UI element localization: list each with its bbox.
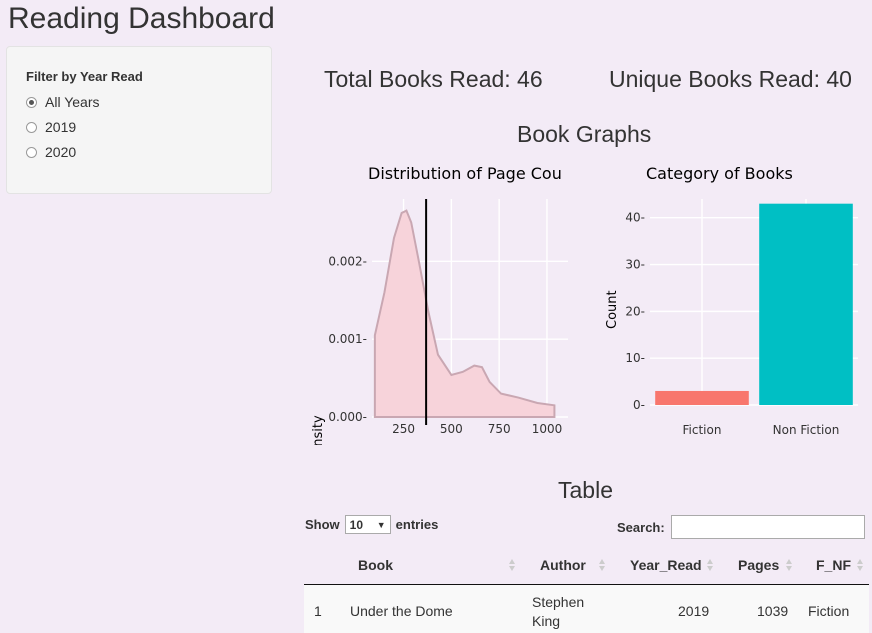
entries-select[interactable]: 10 ▼	[344, 515, 391, 534]
column-header-f-nf[interactable]: F_NF	[816, 557, 851, 573]
y-tick-label: 30-	[625, 258, 645, 272]
cell-author: Stephen King	[532, 594, 585, 629]
chevron-down-icon: ▼	[376, 519, 386, 530]
sort-icon[interactable]	[857, 557, 864, 573]
sort-icon[interactable]	[509, 557, 516, 573]
x-tick-label: 250	[392, 422, 415, 436]
x-tick-label: 1000	[532, 422, 563, 436]
radio-label: All Years	[45, 94, 100, 110]
x-tick-label: 750	[488, 422, 511, 436]
sort-icon[interactable]	[599, 557, 606, 573]
y-tick-label: 0.002-	[328, 254, 367, 268]
density-chart: Distribution of Page Cou density 250 500 7…	[311, 164, 568, 445]
radio-2019[interactable]: 2019	[26, 119, 76, 135]
unique-books-stat: Unique Books Read: 40	[609, 66, 852, 92]
search-input[interactable]	[670, 515, 865, 539]
entries-label: entries	[395, 517, 439, 532]
cell-f-nf: Fiction	[808, 603, 850, 619]
book-graphs-heading: Book Graphs	[517, 121, 652, 147]
y-tick-label: 40-	[625, 211, 645, 225]
data-table: Book Author Year_Read Pages F_NF 1 Under…	[304, 548, 869, 633]
x-tick-label: Non Fiction	[773, 423, 840, 437]
y-tick-label: 0.001-	[328, 332, 367, 346]
total-books-stat: Total Books Read: 46	[324, 66, 543, 92]
y-axis-label: density	[311, 415, 326, 445]
y-tick-label: 0-	[633, 398, 645, 412]
table-row[interactable]: 1 Under the Dome Stephen King 2019 1039 …	[304, 585, 869, 633]
bar	[759, 203, 853, 405]
column-header-pages[interactable]: Pages	[738, 557, 780, 573]
search-label: Search:	[617, 519, 665, 535]
column-header-year-read[interactable]: Year_Read	[630, 557, 702, 573]
y-axis-label: Count	[605, 290, 620, 329]
radio-button-icon[interactable]	[26, 96, 37, 108]
bar-chart: Category of Books Count 0- 10- 20- 30- 40- Fi…	[605, 164, 858, 437]
filter-label: Filter by Year Read	[26, 69, 143, 84]
radio-label: 2019	[45, 119, 77, 135]
column-header-author[interactable]: Author	[540, 557, 586, 573]
radio-button-icon[interactable]	[26, 121, 37, 133]
sort-icon[interactable]	[707, 557, 714, 573]
x-tick-label: 500	[440, 422, 463, 436]
y-tick-label: 20-	[625, 304, 645, 318]
y-tick-label: 0.000-	[328, 410, 367, 424]
entries-value: 10	[349, 517, 364, 532]
density-area	[373, 209, 556, 418]
radio-2020[interactable]: 2020	[26, 144, 76, 160]
cell-book: Under the Dome	[350, 603, 453, 619]
chart-title: Category of Books	[646, 164, 793, 183]
search-control: Search:	[617, 515, 865, 539]
row-index: 1	[314, 603, 322, 619]
cell-pages: 1039	[757, 603, 789, 619]
sort-icon[interactable]	[786, 557, 793, 573]
cell-year-read: 2019	[678, 603, 710, 619]
app-title: Reading Dashboard	[8, 2, 275, 35]
show-label: Show	[305, 517, 340, 532]
length-control: Show 10 ▼ entries	[305, 515, 438, 534]
radio-button-icon[interactable]	[26, 146, 37, 158]
table-heading: Table	[558, 477, 613, 503]
y-tick-label: 10-	[625, 351, 645, 365]
radio-label: 2020	[45, 144, 77, 160]
radio-all-years[interactable]: All Years	[26, 94, 99, 110]
x-tick-label: Fiction	[683, 423, 722, 437]
column-header-book[interactable]: Book	[358, 557, 393, 573]
bar	[655, 390, 749, 405]
chart-title: Distribution of Page Cou	[368, 164, 562, 183]
table-header: Book Author Year_Read Pages F_NF	[304, 548, 869, 585]
sidebar-panel: Filter by Year Read All Years 2019 2020	[6, 46, 272, 194]
